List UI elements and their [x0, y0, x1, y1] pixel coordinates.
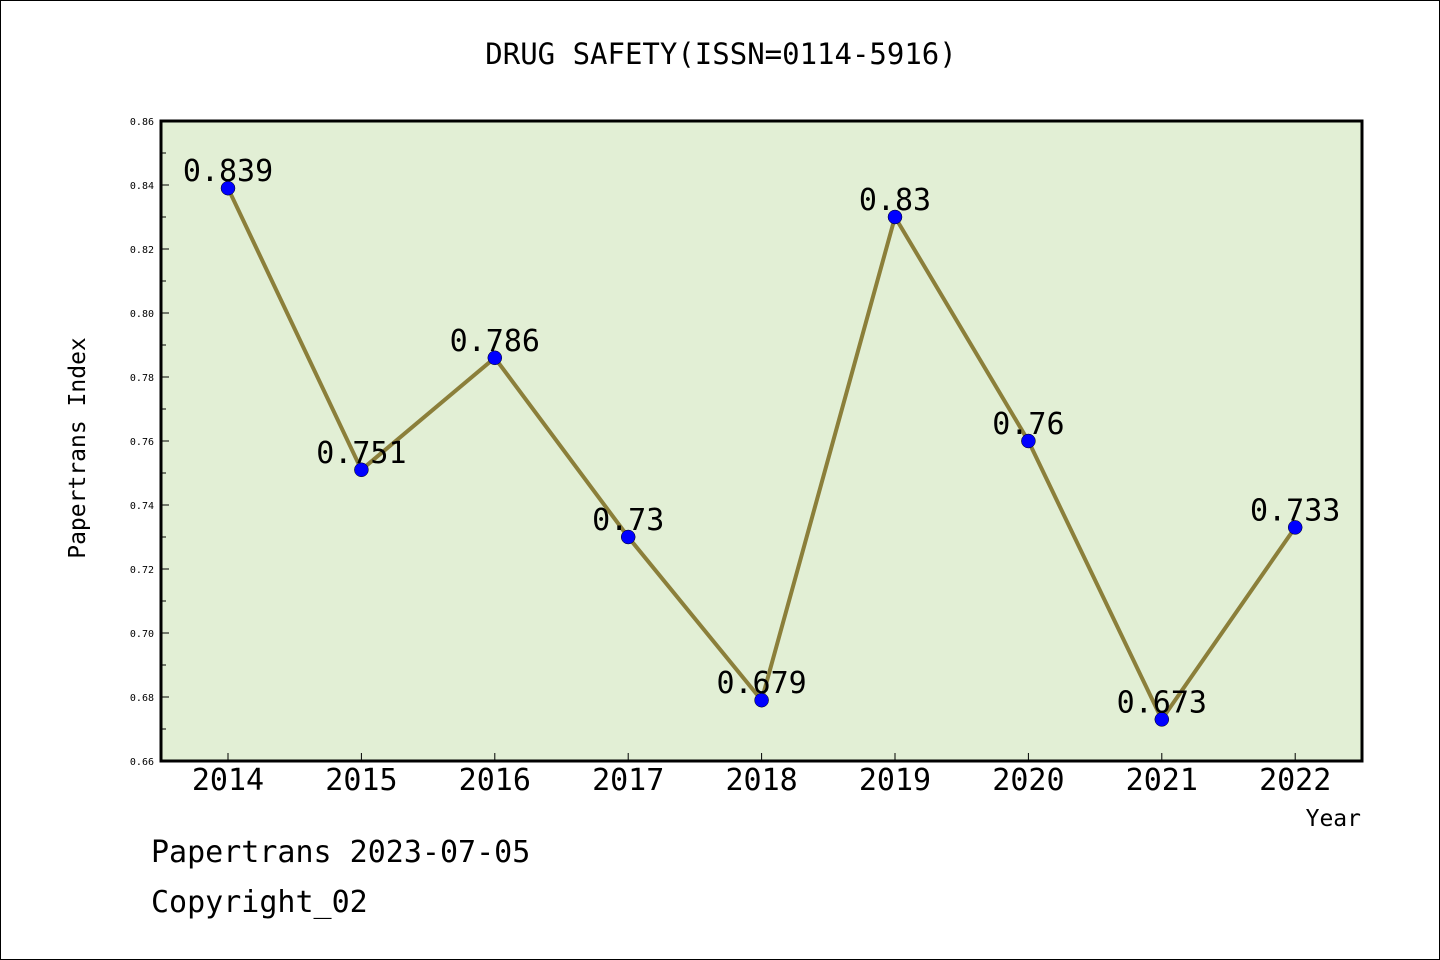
x-tick-label: 2021	[1126, 763, 1198, 798]
data-label: 0.73	[592, 503, 664, 538]
data-point	[887, 209, 903, 225]
data-point	[354, 462, 369, 478]
x-tick-label: 2019	[859, 763, 931, 798]
data-point	[1154, 712, 1170, 727]
y-tick-label: 0.66	[130, 757, 154, 768]
y-tick-label: 0.68	[130, 693, 154, 704]
x-tick-label: 2014	[192, 763, 264, 798]
footer-date-text: Papertrans 2023-07-05	[151, 835, 531, 870]
data-label: 0.733	[1250, 493, 1340, 528]
y-tick-label: 0.82	[130, 245, 154, 256]
data-label: 0.679	[716, 666, 806, 701]
data-point	[620, 529, 636, 545]
data-label: 0.83	[859, 183, 931, 218]
footer-copyright-text: Copyright_02	[151, 885, 368, 920]
data-label: 0.751	[316, 436, 406, 471]
x-tick-label: 2016	[459, 763, 531, 798]
data-label: 0.76	[992, 407, 1064, 442]
data-point	[1021, 433, 1036, 449]
y-tick-label: 0.80	[130, 309, 154, 320]
y-tick-label: 0.76	[130, 437, 154, 448]
data-label: 0.786	[450, 324, 540, 359]
y-tick-label: 0.78	[130, 373, 154, 384]
x-tick-label: 2022	[1259, 763, 1331, 798]
y-tick-label: 0.74	[130, 501, 154, 512]
data-label: 0.839	[183, 154, 273, 189]
x-tick-label: 2020	[992, 763, 1064, 798]
y-tick-label: 0.70	[130, 629, 154, 640]
x-tick-label: 2018	[725, 763, 797, 798]
data-point	[487, 350, 503, 366]
data-point	[754, 692, 769, 708]
data-point	[1287, 520, 1303, 535]
y-tick-label: 0.84	[130, 181, 154, 192]
x-tick-label: 2015	[325, 763, 397, 798]
x-axis-label: Year	[1306, 806, 1361, 832]
data-label: 0.673	[1117, 685, 1207, 720]
chart-title: DRUG SAFETY(ISSN=0114-5916)	[485, 37, 957, 71]
y-axis-label: Papertrans Index	[65, 337, 91, 559]
y-tick-label: 0.72	[130, 565, 154, 576]
x-tick-label: 2017	[592, 763, 664, 798]
x-axis: 2014 2015 2016 2017 2018 2019 2020 2021 2022	[192, 753, 1331, 798]
y-tick-label: 0.86	[130, 117, 154, 128]
y-axis: 0.66 0.68 0.70 0.72 0.74 0.76 0.78 0.80 0.82 0.84…	[130, 117, 169, 768]
plot-area	[159, 119, 1364, 763]
data-point	[220, 180, 236, 196]
series: 0.839 0.751 0.786 0.73 0.679 0.83 0.76 0.673 0.7…	[183, 154, 1340, 727]
